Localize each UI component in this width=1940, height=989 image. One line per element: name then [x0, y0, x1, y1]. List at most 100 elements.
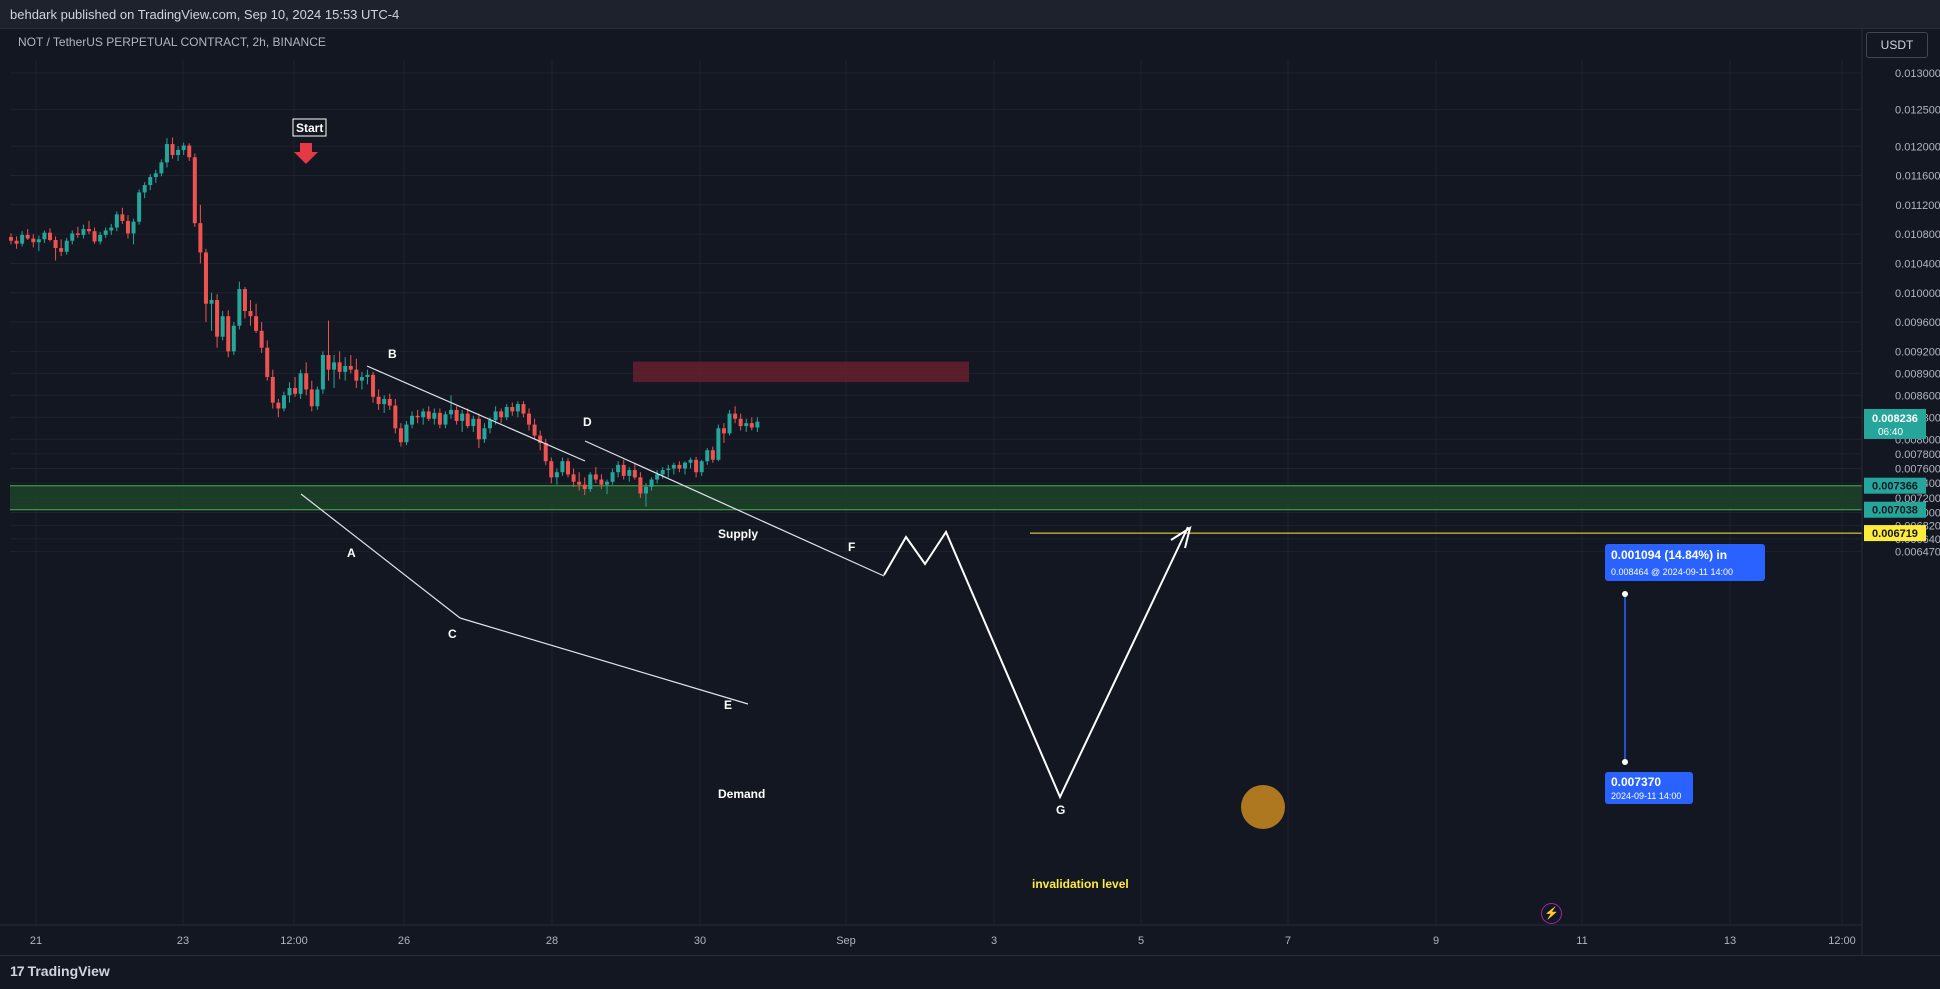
price-axis-tick: 0.006470 — [1895, 546, 1940, 558]
candle-body — [371, 374, 376, 397]
candle-body — [242, 289, 247, 312]
candle-body — [398, 428, 403, 443]
measure-base-date: 2024-09-11 14:00 — [1611, 791, 1681, 801]
candle-body — [343, 366, 348, 372]
footer-bar — [0, 955, 1940, 989]
wave-point-label: F — [848, 540, 855, 554]
candle-body — [270, 376, 275, 403]
candle-body — [599, 479, 604, 485]
candle-body — [638, 477, 643, 494]
time-axis-tick: 12:00 — [280, 935, 308, 947]
candle-body — [53, 240, 58, 249]
invalidation-label: invalidation level — [1032, 877, 1129, 891]
candle-body — [254, 316, 259, 331]
wave-point-label: A — [347, 546, 356, 560]
time-axis-tick: Sep — [836, 935, 856, 947]
candle-body — [120, 214, 125, 221]
candle-body — [159, 162, 164, 174]
start-label-box — [292, 118, 327, 137]
lightning-icon[interactable]: ⚡ — [1541, 903, 1562, 924]
lower-trendline-ce — [459, 617, 749, 705]
candle-body — [521, 404, 526, 414]
candle-body — [9, 237, 13, 241]
price-axis-tick: 0.007600 — [1895, 464, 1940, 476]
candle-body — [749, 423, 754, 428]
candle-body — [549, 461, 554, 478]
candle-body — [694, 459, 699, 473]
tradingview-logo[interactable]: 17 TradingView — [10, 963, 110, 979]
candle-body — [554, 472, 559, 478]
candle-body — [142, 185, 147, 193]
candle-body — [337, 362, 342, 372]
candle-body — [315, 389, 320, 407]
candle-body — [415, 415, 420, 418]
measure-handle-top[interactable] — [1622, 591, 1628, 597]
time-axis-tick: 30 — [694, 935, 706, 947]
wave-point-label: E — [724, 698, 732, 712]
candle-body — [47, 232, 52, 241]
candle-body — [103, 230, 108, 235]
candle-body — [744, 423, 749, 427]
price-axis-tick: 0.011600 — [1895, 171, 1940, 183]
candle-body — [148, 177, 153, 186]
candle-body — [593, 474, 598, 480]
time-axis-tick: 7 — [1285, 935, 1291, 947]
candle-body — [354, 369, 359, 381]
candle-body — [755, 421, 760, 428]
price-axis-tick: 0.010800 — [1895, 229, 1940, 241]
candle-body — [410, 415, 415, 425]
candle-body — [582, 484, 587, 490]
candle-body — [359, 376, 364, 381]
candle-body — [276, 402, 281, 409]
last-price-countdown: 06:40 — [1878, 427, 1903, 438]
time-axis-tick: 11 — [1576, 935, 1587, 947]
candle-body — [705, 450, 710, 462]
time-axis-tick: 26 — [398, 935, 410, 947]
candle-body — [198, 223, 203, 253]
candle-body — [287, 387, 292, 396]
wave-point-label: G — [1056, 803, 1065, 817]
last-price-tag — [1864, 408, 1926, 439]
time-axis-tick: 9 — [1433, 935, 1439, 947]
candle-body — [220, 316, 225, 337]
candle-body — [98, 234, 103, 242]
price-axis-tick: 0.008900 — [1895, 368, 1940, 380]
projection-arrowhead — [1170, 525, 1192, 549]
measure-handle-bottom[interactable] — [1622, 759, 1628, 765]
demand-label: Demand — [718, 787, 765, 801]
candle-body — [488, 420, 493, 429]
wave-point-label: B — [388, 347, 397, 361]
symbol-title: NOT / TetherUS PERPETUAL CONTRACT, 2h, B… — [18, 35, 326, 49]
candle-body — [660, 470, 665, 475]
candle-body — [70, 233, 75, 241]
candle-body — [320, 355, 325, 390]
candle-body — [332, 362, 337, 370]
candle-body — [682, 462, 687, 469]
currency-button[interactable]: USDT — [1866, 32, 1928, 58]
candle-body — [504, 407, 509, 418]
candle-body — [170, 144, 175, 156]
candle-body — [25, 234, 30, 239]
candle-body — [538, 435, 543, 443]
price-tag-value: 0.007038 — [1872, 505, 1918, 517]
price-axis-tick: 0.007800 — [1895, 449, 1940, 461]
candle-body — [721, 428, 726, 434]
candle-body — [610, 472, 615, 482]
candle-body — [476, 418, 481, 440]
candle-body — [298, 373, 303, 394]
candle-body — [215, 300, 220, 337]
candle-body — [281, 395, 286, 409]
candle-body — [621, 464, 626, 476]
candle-body — [248, 311, 253, 317]
start-label: Start — [296, 121, 323, 135]
measure-top-box — [1605, 544, 1765, 581]
price-axis-tick: 0.010400 — [1895, 258, 1940, 270]
candle-body — [326, 355, 331, 370]
candle-body — [527, 413, 532, 425]
candle-body — [510, 407, 515, 412]
upper-trendline-bd — [366, 365, 586, 462]
projected-path — [883, 526, 1189, 800]
price-axis-tick: 0.010000 — [1895, 288, 1940, 300]
candle-body — [616, 464, 621, 473]
